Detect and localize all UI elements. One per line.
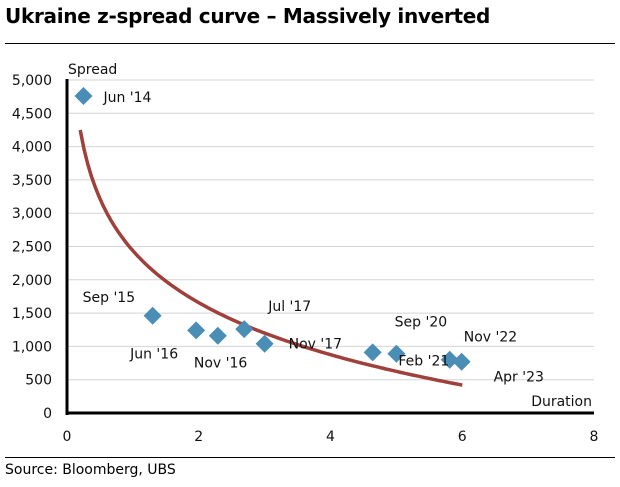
y-tick-label: 4,500 [12,106,52,122]
x-axis-label: Duration [531,394,592,410]
data-point [440,350,459,369]
x-tick-label: 6 [458,429,467,445]
data-point [208,326,227,345]
data-point [387,344,406,363]
y-tick-label: 2,000 [12,273,52,289]
footer-divider [5,457,615,458]
y-tick-label: 3,000 [12,206,52,222]
x-tick-label: 8 [590,429,599,445]
source-note: Source: Bloomberg, UBS [5,462,176,478]
data-label: Jun '14 [102,90,151,106]
chart-title: Ukraine z-spread curve – Massively inver… [5,4,490,28]
x-tick-label: 0 [63,429,72,445]
y-tick-label: 0 [43,406,52,422]
data-point [255,334,274,353]
data-label: Nov '16 [194,356,248,372]
data-point [74,86,93,105]
fit-curve [78,129,463,387]
x-tick-label: 4 [326,429,335,445]
data-label: Jun '16 [129,346,178,362]
y-tick-label: 1,500 [12,306,52,322]
data-point [187,321,206,340]
data-label: Nov '17 [289,337,342,353]
y-tick-label: 1,000 [12,339,52,355]
data-label: Sep '20 [395,314,448,330]
data-point [363,343,382,362]
y-tick-label: 3,500 [12,173,52,189]
data-label: Feb '21 [398,354,449,370]
y-tick-label: 2,500 [12,240,52,256]
x-tick-label: 2 [194,429,203,445]
y-axis-label: Spread [68,62,117,78]
y-tick-label: 500 [25,373,52,389]
title-divider [5,43,615,44]
data-point [452,352,471,371]
y-tick-label: 5,000 [12,73,52,89]
data-point [235,320,254,339]
data-label: Jul '17 [267,299,311,315]
data-point [143,306,162,325]
data-label: Sep '15 [83,290,136,306]
data-label: Apr '23 [494,370,544,386]
y-tick-label: 4,000 [12,140,52,156]
data-label: Nov '22 [464,330,517,346]
